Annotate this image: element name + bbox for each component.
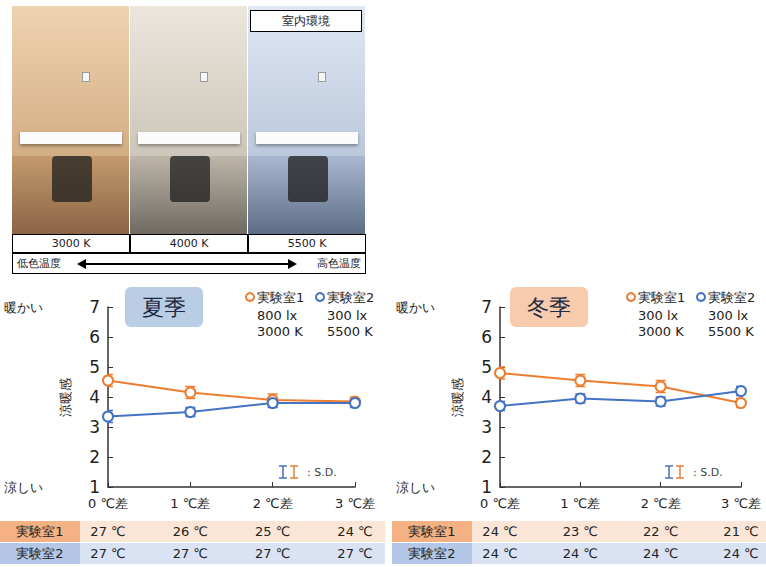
- svg-text:1 ℃差: 1 ℃差: [170, 496, 210, 511]
- svg-text:1: 1: [481, 477, 492, 497]
- html-text:24 ℃: 24 ℃: [723, 546, 759, 561]
- svg-text:300 lx: 300 lx: [327, 308, 368, 323]
- svg-text:: S.D.: : S.D.: [693, 466, 723, 479]
- svg-text:2 ℃差: 2 ℃差: [253, 496, 293, 511]
- svg-text:: S.D.: : S.D.: [307, 466, 337, 479]
- svg-text:実験室1: 実験室1: [257, 290, 304, 305]
- html-text:実験室1: 実験室1: [408, 524, 456, 539]
- svg-text:涼暖感: 涼暖感: [450, 378, 465, 417]
- html-text:27 ℃: 27 ℃: [90, 546, 126, 561]
- svg-text:3000 K: 3000 K: [638, 324, 684, 339]
- html-text:22 ℃: 22 ℃: [643, 524, 679, 539]
- html-text:27 ℃: 27 ℃: [90, 524, 126, 539]
- svg-text:3 ℃差: 3 ℃差: [721, 496, 761, 511]
- svg-text:2 ℃差: 2 ℃差: [641, 496, 681, 511]
- svg-text:7: 7: [89, 297, 100, 317]
- svg-text:3000 K: 3000 K: [257, 324, 303, 339]
- html-text:27 ℃: 27 ℃: [255, 546, 291, 561]
- svg-text:5: 5: [89, 357, 100, 377]
- svg-text:3 ℃差: 3 ℃差: [335, 496, 375, 511]
- svg-text:5500 K: 5500 K: [327, 324, 373, 339]
- html-text:3000 K: 3000 K: [51, 237, 91, 250]
- svg-text:300 lx: 300 lx: [638, 308, 679, 323]
- html-text:24 ℃: 24 ℃: [562, 546, 598, 561]
- svg-text:300 lx: 300 lx: [708, 308, 749, 323]
- html-text:4000 K: 4000 K: [169, 237, 209, 250]
- svg-text:2: 2: [89, 447, 100, 467]
- svg-text:夏季: 夏季: [142, 295, 186, 320]
- html-text:27 ℃: 27 ℃: [337, 546, 373, 561]
- svg-text:暖かい: 暖かい: [4, 300, 43, 315]
- html-text:室内環境: 室内環境: [282, 14, 330, 28]
- html-text:5500 K: 5500 K: [287, 237, 327, 250]
- svg-text:0 ℃差: 0 ℃差: [88, 496, 128, 511]
- svg-text:1: 1: [89, 477, 100, 497]
- svg-text:800 lx: 800 lx: [257, 308, 298, 323]
- html-text:24 ℃: 24 ℃: [482, 546, 518, 561]
- svg-text:5: 5: [481, 357, 492, 377]
- svg-text:6: 6: [89, 327, 100, 347]
- svg-text:7: 7: [481, 297, 492, 317]
- html-text:実験室2: 実験室2: [16, 546, 64, 561]
- html-text:24 ℃: 24 ℃: [337, 524, 373, 539]
- svg-text:0 ℃差: 0 ℃差: [480, 496, 520, 511]
- svg-text:涼しい: 涼しい: [4, 480, 43, 495]
- svg-text:実験室2: 実験室2: [327, 290, 374, 305]
- html-text:24 ℃: 24 ℃: [643, 546, 679, 561]
- svg-text:4: 4: [481, 387, 492, 407]
- html-text:26 ℃: 26 ℃: [172, 524, 208, 539]
- svg-text:涼暖感: 涼暖感: [58, 378, 73, 417]
- svg-text:6: 6: [481, 327, 492, 347]
- svg-text:暖かい: 暖かい: [396, 300, 435, 315]
- html-text:24 ℃: 24 ℃: [482, 524, 518, 539]
- svg-text:4: 4: [89, 387, 100, 407]
- html-text:実験室2: 実験室2: [408, 546, 456, 561]
- svg-text:実験室1: 実験室1: [638, 290, 685, 305]
- svg-text:3: 3: [89, 417, 100, 437]
- html-text:高色温度: 高色温度: [317, 257, 361, 270]
- svg-text:実験室2: 実験室2: [708, 290, 755, 305]
- svg-text:2: 2: [481, 447, 492, 467]
- html-text:27 ℃: 27 ℃: [172, 546, 208, 561]
- svg-text:涼しい: 涼しい: [396, 480, 435, 495]
- svg-text:1 ℃差: 1 ℃差: [560, 496, 600, 511]
- html-text:実験室1: 実験室1: [16, 524, 64, 539]
- svg-text:冬季: 冬季: [527, 295, 571, 320]
- html-text:23 ℃: 23 ℃: [562, 524, 598, 539]
- html-text:21 ℃: 21 ℃: [723, 524, 759, 539]
- svg-text:3: 3: [481, 417, 492, 437]
- html-text:25 ℃: 25 ℃: [255, 524, 291, 539]
- html-text:低色温度: 低色温度: [17, 257, 61, 270]
- svg-text:5500 K: 5500 K: [708, 324, 754, 339]
